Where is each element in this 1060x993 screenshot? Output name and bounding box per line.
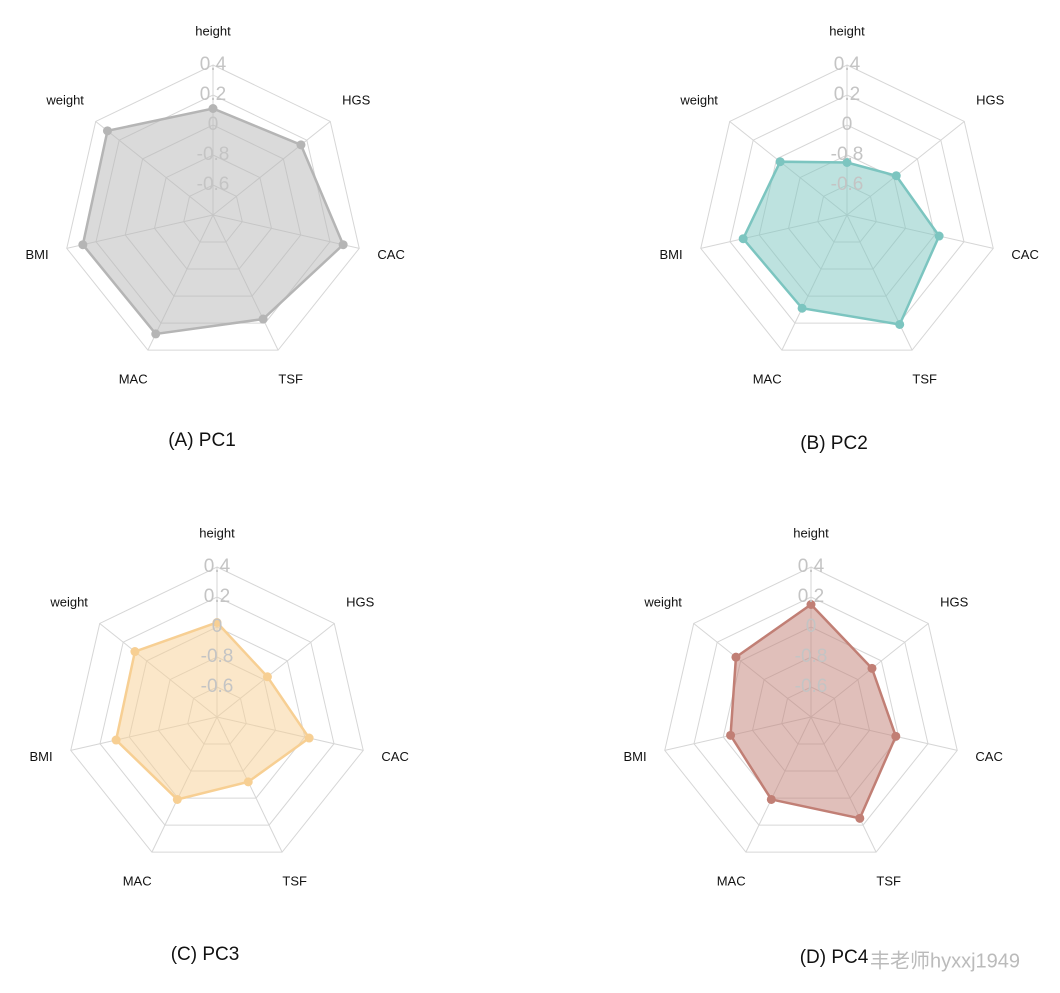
axis-label: BMI [659,247,682,262]
axis-label: weight [679,92,718,107]
ring-label: -0.8 [201,646,234,667]
ring-label: 0.4 [798,556,825,577]
data-area [741,160,941,326]
chart-title: (D) PC4 [800,947,869,968]
data-point [338,240,348,250]
watermark: 丰老师hyxxj1949 [870,949,1020,972]
chart-title: (C) PC3 [171,944,240,965]
ring-label: 0.2 [798,586,824,607]
ring-label: 0 [212,616,223,637]
radar-chart: -0.6 -0.8 0 0.2 0.4 height HGS CAC TSF MAC BMI weig… [623,525,1002,968]
chart-title: (B) PC2 [800,433,868,454]
grid-ring [729,94,965,324]
radar-chart: -0.6 -0.8 0 0.2 0.4 height HGS CAC TSF MAC BMI weig… [659,23,1038,454]
axis-label: MAC [717,873,746,888]
ring-label: 0.2 [834,84,860,105]
ring-label: 0 [806,616,817,637]
axis-label: MAC [123,873,152,888]
axis-label: weight [49,594,88,609]
ring-label: 0.2 [204,586,230,607]
axis-label: CAC [377,247,404,262]
data-area [81,107,345,336]
axis-label: weight [643,594,682,609]
data-point [243,777,253,787]
axis-label: HGS [976,92,1005,107]
data-point [797,303,807,313]
data-point [775,157,785,167]
data-point [726,730,736,740]
axis-label: CAC [975,749,1002,764]
data-point [296,140,306,150]
axis-label: TSF [912,371,937,386]
data-point [766,794,776,804]
data-point [208,104,218,113]
ring-label: -0.6 [795,676,828,697]
data-point [102,126,112,136]
axis-label: CAC [1011,247,1038,262]
axis-label: HGS [940,594,969,609]
axis-label: height [199,525,235,540]
radar-chart: -0.6 -0.8 0 0.2 0.4 height HGS CAC TSF MAC BMI weig… [25,23,404,451]
data-point [262,672,272,682]
grid-ring [700,64,994,351]
data-point [738,234,748,244]
ring-label: -0.6 [831,174,864,195]
data-point [855,813,865,823]
ring-label: 0 [842,114,853,135]
data-point [842,158,852,167]
axis-label: height [829,23,865,38]
grid-ring [66,64,360,351]
data-point [867,663,877,673]
ring-label: -0.6 [197,174,230,195]
ring-label: -0.8 [831,144,864,165]
axis-label: BMI [623,749,646,764]
radar-chart: -0.6 -0.8 0 0.2 0.4 height HGS CAC TSF MAC BMI weig… [29,525,408,965]
data-point [212,618,222,627]
grid-ring [70,566,364,853]
data-point [258,314,268,324]
data-point [731,652,741,662]
data-point [891,731,901,741]
data-point [111,735,121,745]
axis-label: TSF [278,371,303,386]
ring-label: 0.2 [200,84,226,105]
grid-ring [99,596,335,826]
data-point [891,171,901,181]
axis-label: BMI [25,247,48,262]
ring-label: 0.4 [834,54,861,75]
data-point [304,733,314,743]
data-point [806,600,816,609]
data-point [934,231,944,241]
axis-label: CAC [381,749,408,764]
axis-label: HGS [342,92,371,107]
axis-label: MAC [119,371,148,386]
axis-label: height [793,525,829,540]
axis-label: BMI [29,749,52,764]
axis-label: weight [45,92,84,107]
ring-label: 0.4 [204,556,231,577]
ring-label: -0.8 [795,646,828,667]
grid-ring [693,596,929,826]
axis-label: MAC [753,371,782,386]
data-point [130,647,140,657]
axis-label: HGS [346,594,375,609]
ring-label: -0.6 [201,676,234,697]
chart-title: (A) PC1 [168,430,236,451]
data-point [172,794,182,804]
ring-label: -0.8 [197,144,230,165]
ring-label: 0.4 [200,54,227,75]
data-area [114,621,311,801]
data-point [151,329,161,339]
axis-label: TSF [876,873,901,888]
data-point [895,319,905,329]
axis-label: TSF [282,873,307,888]
data-point [78,240,88,250]
grid-ring [664,566,958,853]
data-area [729,602,898,820]
ring-label: 0 [208,114,219,135]
axis-label: height [195,23,231,38]
